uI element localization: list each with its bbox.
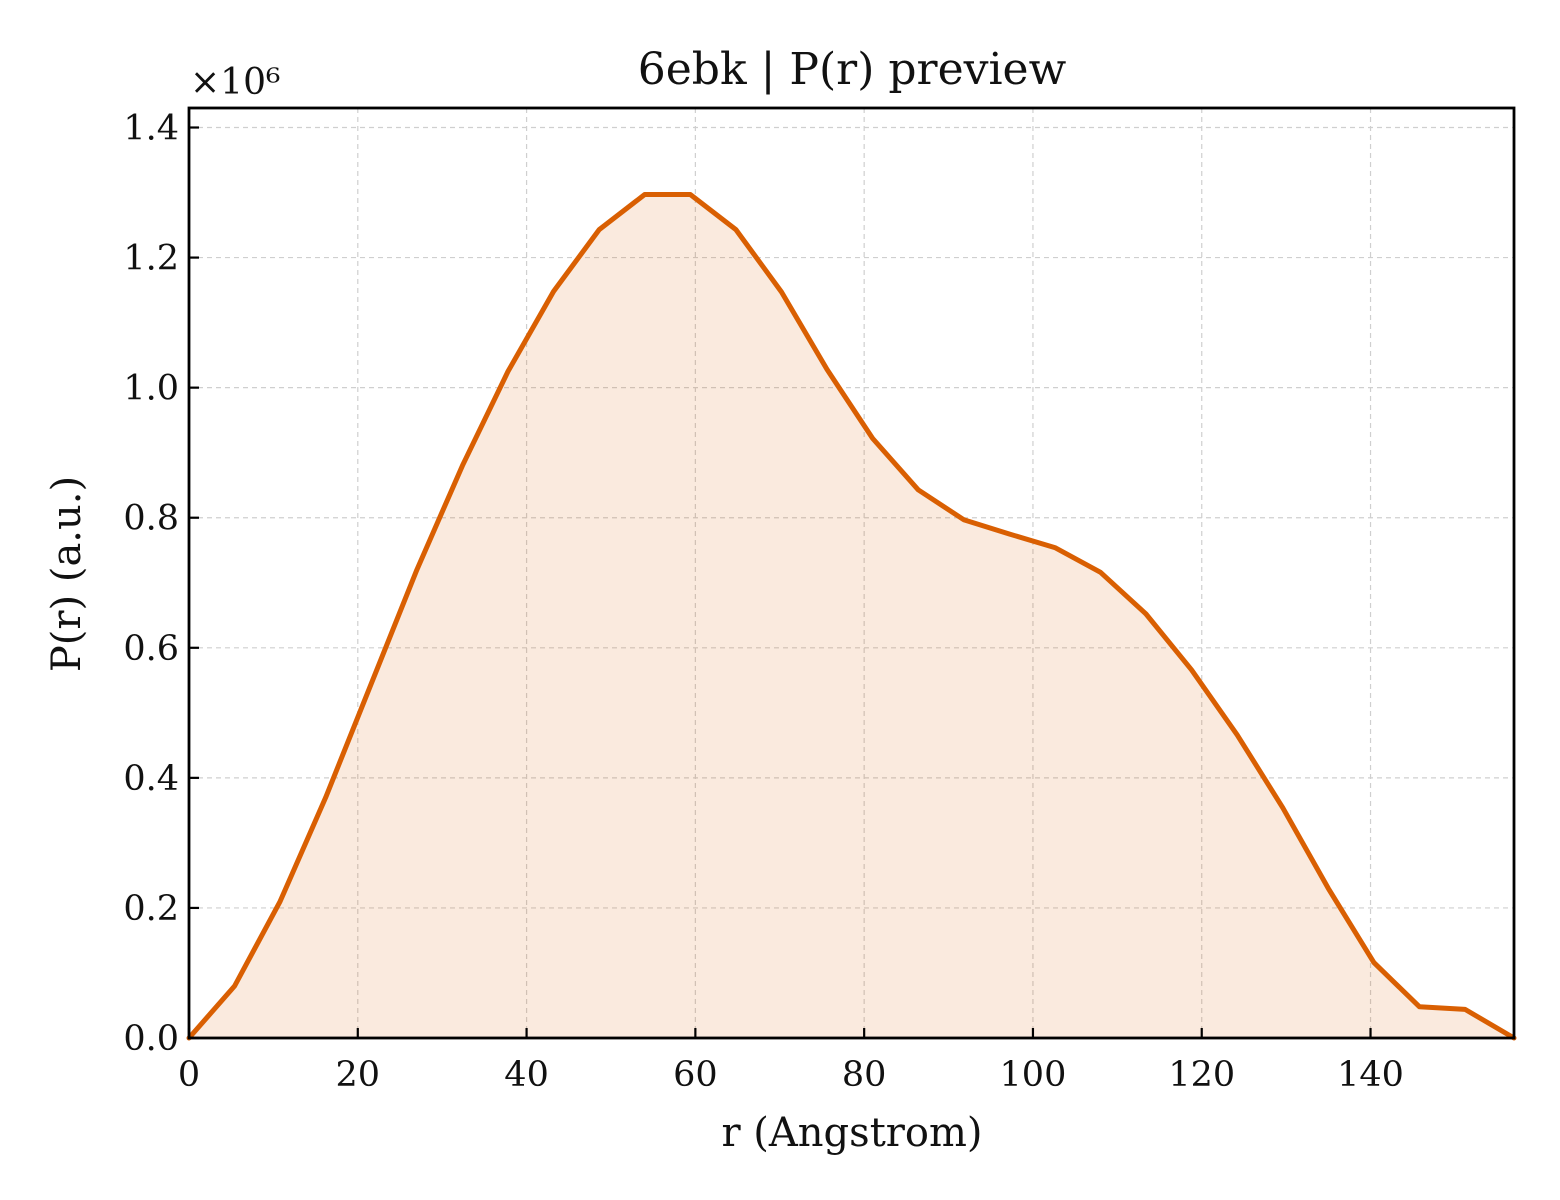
pr-series-line: [186, 192, 1517, 1041]
x-tick-label: 100: [1000, 1055, 1067, 1095]
y-tick-label: 0.8: [123, 499, 179, 539]
chart-title: 6ebk | P(r) preview: [638, 44, 1067, 95]
x-tick-label: 0: [178, 1055, 200, 1095]
y-tick-label: 0.6: [123, 629, 179, 669]
x-tick-label: 20: [336, 1055, 381, 1095]
y-tick-label: 1.0: [123, 369, 179, 409]
grid-lines: [189, 108, 1514, 1038]
y-axis-label: P(r) (a.u.): [44, 476, 90, 672]
x-tick-label: 140: [1337, 1055, 1404, 1095]
y-tick-label: 1.2: [123, 239, 179, 279]
x-tick-label: 80: [842, 1055, 887, 1095]
y-tick-label: 1.4: [123, 109, 179, 149]
x-tick-label: 120: [1168, 1055, 1235, 1095]
x-tick-label: 40: [504, 1055, 549, 1095]
y-tick-label: 0.0: [123, 1019, 179, 1059]
pr-area-fill: [189, 194, 1514, 1038]
x-tick-label: 60: [673, 1055, 718, 1095]
y-offset-label: ×10⁶: [190, 62, 280, 103]
plot-frame: [187, 106, 1516, 1040]
x-axis-label: r (Angstrom): [721, 1110, 982, 1156]
y-tick-label: 0.4: [123, 759, 179, 799]
y-tick-label: 0.2: [123, 889, 179, 929]
axis-ticks: [187, 126, 1372, 1040]
